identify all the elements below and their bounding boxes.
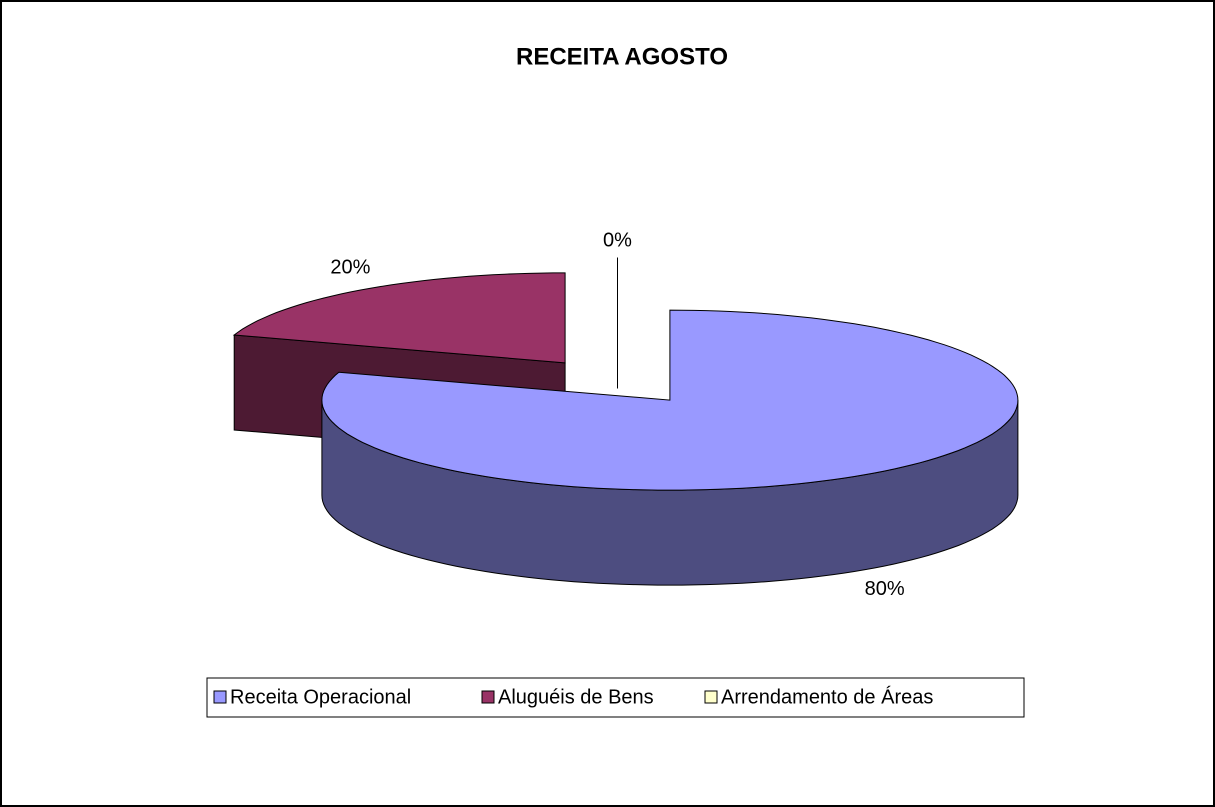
data-label: 80% [865, 578, 905, 600]
data-label: 0% [603, 230, 632, 252]
pie-slice [321, 309, 1019, 491]
legend-label: Receita Operacional [230, 686, 411, 708]
legend-swatch [704, 690, 718, 704]
legend-swatch [481, 690, 495, 704]
chart-title: RECEITA AGOSTO [516, 43, 728, 70]
legend-swatch [213, 690, 227, 704]
legend-label: Aluguéis de Bens [498, 686, 654, 708]
legend-label: Arrendamento de Áreas [721, 685, 933, 708]
pie-slice [232, 272, 566, 364]
legend-box [206, 677, 1025, 718]
data-label: 20% [330, 256, 370, 278]
